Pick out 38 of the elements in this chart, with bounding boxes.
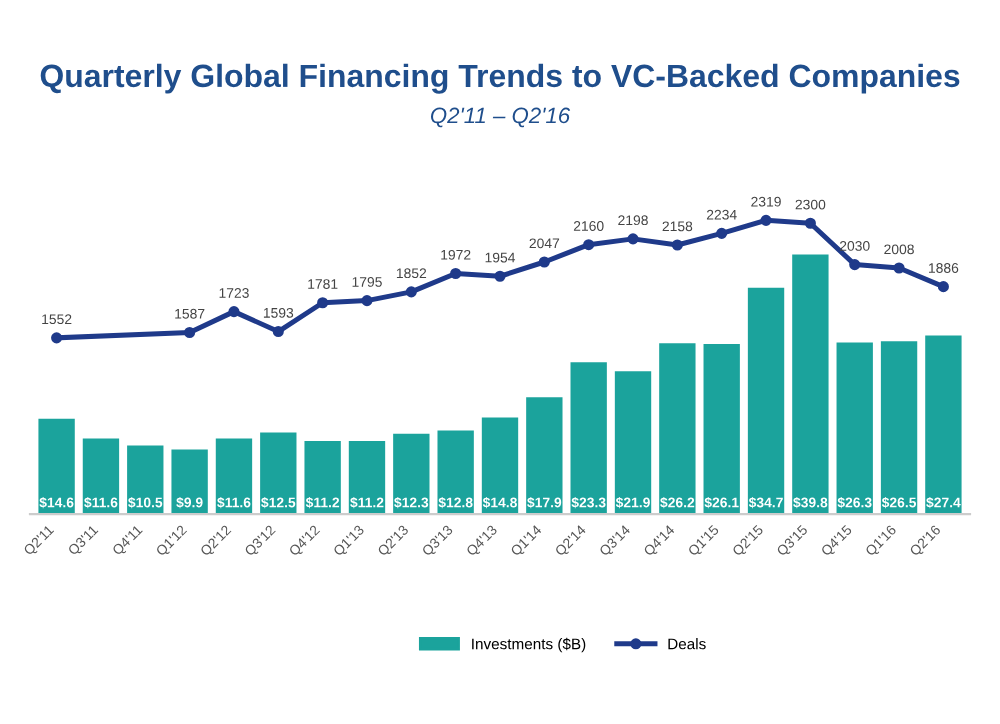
bar <box>792 254 829 515</box>
point <box>450 267 462 280</box>
bar <box>659 343 696 515</box>
bar <box>481 417 519 515</box>
bar <box>836 342 873 515</box>
bar <box>260 432 297 515</box>
point <box>671 239 683 251</box>
bar <box>747 287 785 515</box>
bar <box>925 335 962 515</box>
bar <box>304 441 341 515</box>
point <box>849 259 861 271</box>
bar <box>82 438 120 515</box>
point <box>405 286 417 298</box>
point <box>228 306 240 318</box>
bar <box>614 371 652 515</box>
point <box>494 270 506 282</box>
point <box>583 239 595 251</box>
bar <box>127 445 164 515</box>
bar <box>215 438 253 515</box>
point <box>361 295 373 307</box>
bar <box>570 362 607 515</box>
point <box>893 262 905 274</box>
point <box>317 297 329 309</box>
bar <box>348 441 386 515</box>
chart-title: Quarterly Global Financing Trends to VC-Backed Companies <box>40 63 960 94</box>
bar <box>171 449 208 515</box>
bar <box>38 418 75 515</box>
point <box>272 325 284 338</box>
point <box>51 332 63 344</box>
bar <box>703 343 740 515</box>
point <box>937 281 949 293</box>
bar <box>526 397 563 515</box>
bar <box>437 430 474 515</box>
point <box>184 326 196 339</box>
chart-subtitle: Q2'11 – Q2'16 <box>430 107 571 128</box>
bar <box>880 341 918 515</box>
bar <box>393 433 430 515</box>
point <box>538 256 550 268</box>
